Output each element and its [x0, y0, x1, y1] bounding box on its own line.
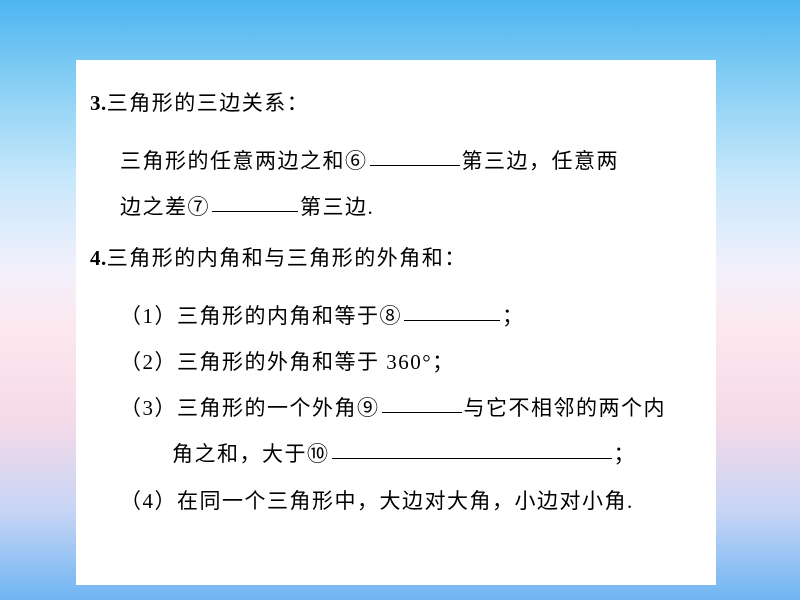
item-4-number: 4. [90, 246, 107, 271]
item-3-line2: 边之差⑦ 第三边. [90, 184, 688, 230]
text-fragment: 边之差⑦ [120, 195, 210, 219]
blank-10 [332, 436, 612, 459]
item-4-sub3-line1: （3）三角形的一个外角⑨ 与它不相邻的两个内 [90, 385, 688, 431]
text-fragment: 与它不相邻的两个内 [464, 396, 667, 420]
blank-8 [404, 298, 500, 321]
text-fragment: （3）三角形的一个外角⑨ [120, 396, 380, 420]
item-3-line1: 三角形的任意两边之和⑥ 第三边，任意两 [90, 138, 688, 184]
item-3-number: 3. [90, 91, 107, 116]
text-fragment: 第三边. [300, 195, 374, 219]
item-4-sub2: （2）三角形的外角和等于 360°； [90, 339, 688, 385]
item-3-title: 三角形的三边关系： [107, 80, 310, 126]
text-fragment: ； [614, 442, 637, 466]
item-4-sub1: （1）三角形的内角和等于⑧ ； [90, 293, 688, 339]
item-4-header: 4. 三角形的内角和与三角形的外角和： [90, 235, 688, 281]
text-fragment: 角之和，大于⑩ [172, 442, 330, 466]
blank-7 [212, 189, 298, 212]
text-fragment: 第三边，任意两 [462, 149, 620, 173]
section-3: 3. 三角形的三边关系： 三角形的任意两边之和⑥ 第三边，任意两 边之差⑦ 第三边. [90, 80, 688, 231]
section-4: 4. 三角形的内角和与三角形的外角和： （1）三角形的内角和等于⑧ ； （2）三角… [90, 235, 688, 524]
blank-9 [382, 390, 462, 413]
blank-6 [370, 143, 460, 166]
text-fragment: ； [502, 304, 525, 328]
item-4-sub4: （4）在同一个三角形中，大边对大角，小边对小角. [90, 478, 688, 524]
text-fragment: （1）三角形的内角和等于⑧ [120, 304, 402, 328]
item-4-title: 三角形的内角和与三角形的外角和： [107, 235, 467, 281]
item-3-header: 3. 三角形的三边关系： [90, 80, 688, 126]
item-4-sub3-line2: 角之和，大于⑩ ； [90, 431, 688, 477]
content-card: 3. 三角形的三边关系： 三角形的任意两边之和⑥ 第三边，任意两 边之差⑦ 第三边.… [76, 60, 716, 585]
text-fragment: 三角形的任意两边之和⑥ [120, 149, 368, 173]
